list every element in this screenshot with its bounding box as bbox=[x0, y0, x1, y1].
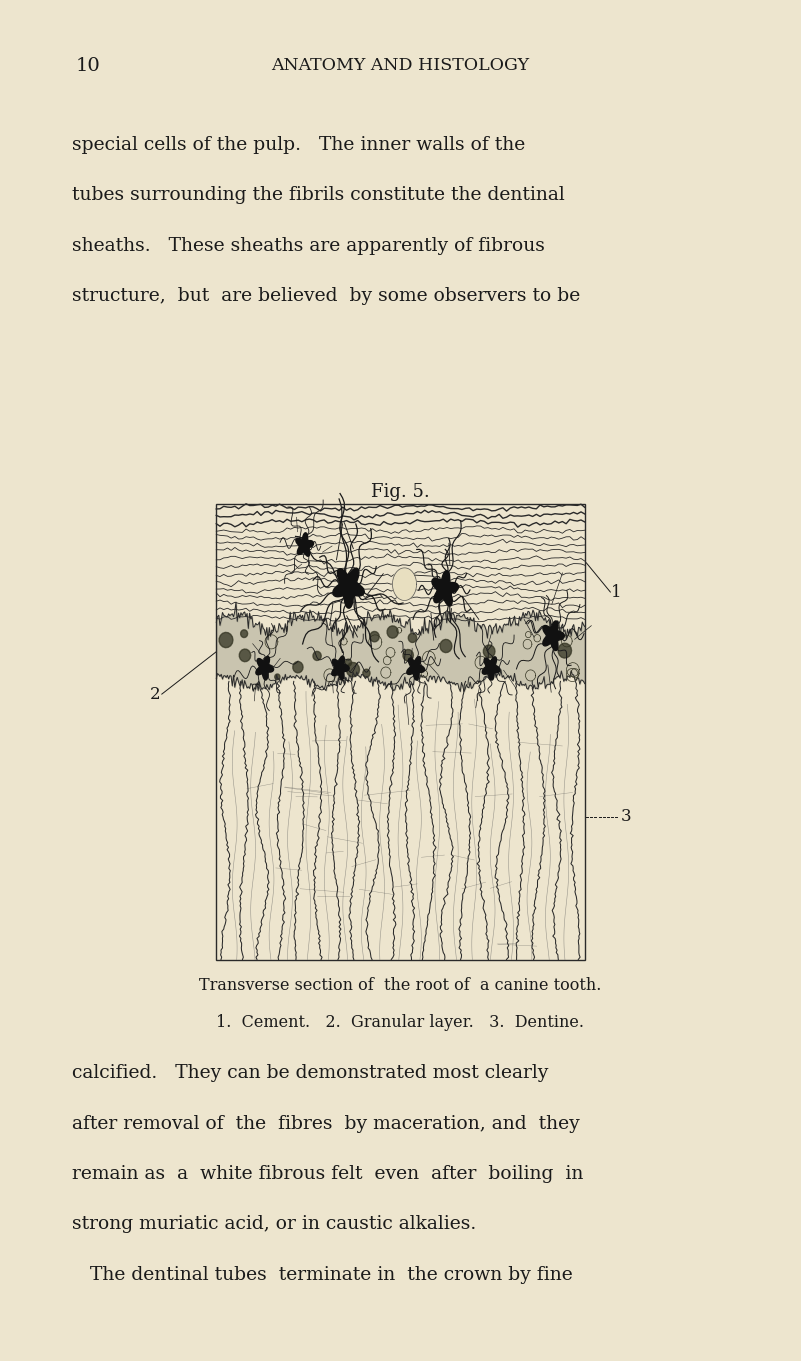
Bar bbox=[216, 504, 585, 960]
Text: Fig. 5.: Fig. 5. bbox=[371, 483, 430, 501]
Polygon shape bbox=[407, 657, 425, 680]
Polygon shape bbox=[370, 632, 379, 642]
Polygon shape bbox=[256, 656, 274, 680]
Polygon shape bbox=[296, 532, 314, 557]
Polygon shape bbox=[558, 644, 572, 659]
Text: 3: 3 bbox=[621, 808, 631, 825]
Text: after removal of  the  fibres  by maceration, and  they: after removal of the fibres by maceratio… bbox=[72, 1115, 580, 1132]
Text: structure,  but  are believed  by some observers to be: structure, but are believed by some obse… bbox=[72, 287, 581, 305]
Text: The dentinal tubes  terminate in  the crown by fine: The dentinal tubes terminate in the crow… bbox=[72, 1266, 573, 1283]
Polygon shape bbox=[332, 656, 349, 679]
Text: ANATOMY AND HISTOLOGY: ANATOMY AND HISTOLOGY bbox=[272, 57, 529, 73]
Polygon shape bbox=[403, 649, 413, 661]
Text: 2: 2 bbox=[150, 686, 160, 702]
Text: strong muriatic acid, or in caustic alkalies.: strong muriatic acid, or in caustic alka… bbox=[72, 1215, 477, 1233]
Text: calcified.   They can be demonstrated most clearly: calcified. They can be demonstrated most… bbox=[72, 1064, 549, 1082]
Polygon shape bbox=[363, 670, 370, 678]
Polygon shape bbox=[239, 649, 251, 661]
Text: 10: 10 bbox=[76, 57, 101, 75]
Polygon shape bbox=[482, 657, 500, 680]
Polygon shape bbox=[293, 661, 303, 672]
Polygon shape bbox=[543, 621, 565, 651]
Polygon shape bbox=[440, 640, 452, 653]
Text: Transverse section of  the root of  a canine tooth.: Transverse section of the root of a cani… bbox=[199, 977, 602, 994]
Polygon shape bbox=[387, 626, 398, 638]
Text: sheaths.   These sheaths are apparently of fibrous: sheaths. These sheaths are apparently of… bbox=[72, 237, 545, 255]
Polygon shape bbox=[347, 663, 360, 676]
Polygon shape bbox=[219, 633, 233, 648]
Text: tubes surrounding the fibrils constitute the dentinal: tubes surrounding the fibrils constitute… bbox=[72, 186, 565, 204]
Polygon shape bbox=[240, 630, 248, 637]
Text: 1: 1 bbox=[611, 584, 622, 600]
Polygon shape bbox=[409, 633, 417, 642]
Polygon shape bbox=[432, 570, 458, 606]
Polygon shape bbox=[483, 645, 495, 657]
Text: 1.  Cement.   2.  Granular layer.   3.  Dentine.: 1. Cement. 2. Granular layer. 3. Dentine… bbox=[216, 1014, 585, 1030]
Polygon shape bbox=[392, 568, 417, 600]
Polygon shape bbox=[275, 674, 280, 679]
Text: remain as  a  white fibrous felt  even  after  boiling  in: remain as a white fibrous felt even afte… bbox=[72, 1165, 583, 1183]
Polygon shape bbox=[313, 652, 321, 660]
Text: special cells of the pulp.   The inner walls of the: special cells of the pulp. The inner wal… bbox=[72, 136, 525, 154]
Polygon shape bbox=[345, 659, 352, 666]
Polygon shape bbox=[333, 568, 364, 608]
